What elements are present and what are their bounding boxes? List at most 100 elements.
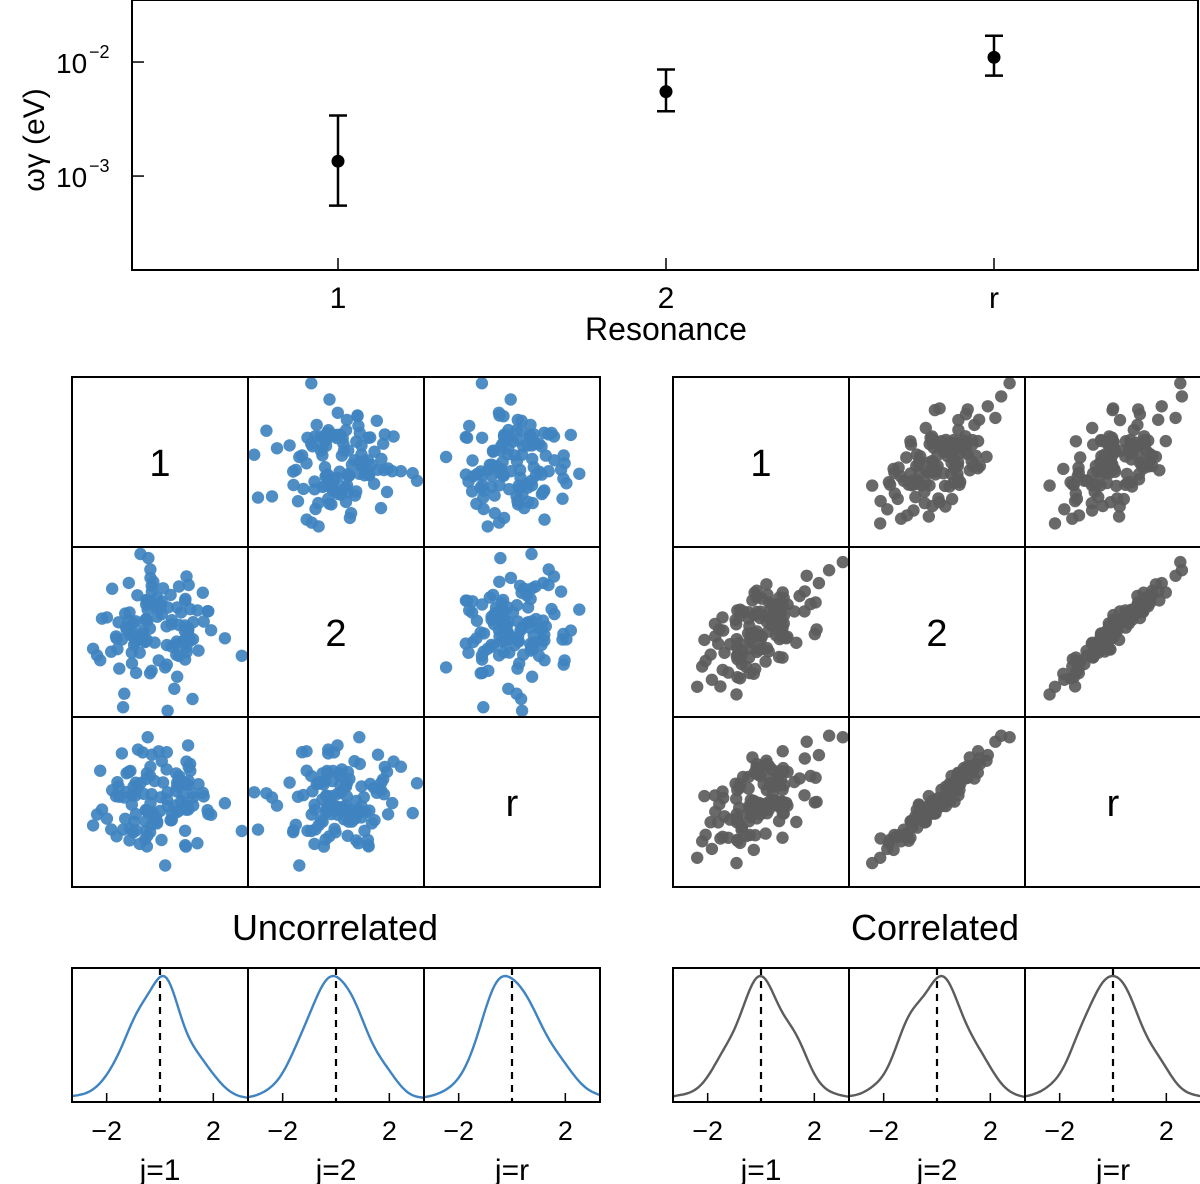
scatter-point xyxy=(348,755,361,768)
scatter-point xyxy=(175,606,188,619)
scatter-point xyxy=(171,776,184,789)
scatter-point xyxy=(503,483,516,496)
density-frame xyxy=(423,967,601,1103)
scatter-point xyxy=(798,789,811,802)
y-tick-label-base: 10 xyxy=(56,162,87,193)
scatter-point xyxy=(110,830,123,843)
correlated-scatter-matrix: 1 2 r xyxy=(672,376,1200,888)
scatter-point xyxy=(330,431,343,445)
scatter-point xyxy=(750,802,764,815)
x-tick-label: −2 xyxy=(1044,1116,1075,1146)
scatter-point xyxy=(495,635,508,648)
scatter-point xyxy=(140,633,154,647)
scatter-point xyxy=(270,442,284,455)
scatter-cell xyxy=(248,377,424,533)
scatter-point xyxy=(113,662,126,675)
x-tick-label: −2 xyxy=(267,1116,298,1146)
scatter-point xyxy=(181,739,195,752)
scatter-point xyxy=(283,776,296,789)
scatter-point xyxy=(483,458,496,472)
scatter-point xyxy=(493,462,506,475)
scatter-point xyxy=(500,625,514,638)
scatter-point xyxy=(116,701,130,714)
scatter-point xyxy=(100,812,114,825)
scatter-point xyxy=(966,438,979,451)
top-plot-frame xyxy=(131,0,1199,271)
scatter-point xyxy=(305,377,318,390)
scatter-point xyxy=(176,789,189,803)
scatter-point xyxy=(760,807,774,820)
x-tick-label: 2 xyxy=(658,282,675,315)
scatter-cell xyxy=(691,555,849,701)
scatter-point xyxy=(776,745,789,758)
x-tick-label: 1 xyxy=(330,282,347,315)
scatter-cell xyxy=(248,731,424,872)
scatter-point xyxy=(512,479,525,492)
scatter-point xyxy=(1058,503,1071,516)
scatter-point xyxy=(941,444,954,457)
scatter-point xyxy=(342,469,355,483)
scatter-point xyxy=(156,582,170,595)
scatter-point xyxy=(325,498,338,511)
scatter-point xyxy=(495,439,508,453)
scatter-point xyxy=(733,781,746,795)
scatter-point xyxy=(265,490,279,503)
scatter-point xyxy=(790,636,803,649)
scatter-point xyxy=(140,772,153,786)
scatter-point xyxy=(521,601,535,614)
scatter-point xyxy=(776,651,789,664)
scatter-point xyxy=(1086,421,1099,435)
density-curve xyxy=(848,974,1026,1099)
scatter-point xyxy=(139,613,152,626)
scatter-point xyxy=(730,688,743,701)
scatter-point xyxy=(358,824,371,837)
scatter-point xyxy=(339,780,353,793)
scatter-point xyxy=(170,767,183,780)
scatter-point xyxy=(197,790,210,803)
scatter-point xyxy=(127,626,140,639)
scatter-point xyxy=(770,779,783,793)
scatter-point xyxy=(370,414,383,427)
scatter-point xyxy=(750,625,764,638)
scatter-point xyxy=(1113,413,1127,427)
density-x-label: j=1 xyxy=(740,1154,782,1184)
x-tick-label: 2 xyxy=(983,1116,998,1146)
x-tick-label: 2 xyxy=(382,1116,397,1146)
scatter-point xyxy=(952,440,965,454)
scatter-point xyxy=(808,796,821,809)
scatter-point xyxy=(394,465,408,478)
scatter-point xyxy=(314,430,327,443)
scatter-point xyxy=(320,764,334,778)
scatter-point xyxy=(353,731,366,744)
scatter-point xyxy=(776,831,789,844)
scatter-point xyxy=(790,815,803,829)
scatter-point xyxy=(111,642,124,656)
scatter-point xyxy=(475,598,489,611)
scatter-point xyxy=(192,778,205,791)
scatter-point xyxy=(1106,627,1119,641)
scatter-point xyxy=(329,826,342,839)
scatter-point xyxy=(731,653,744,666)
scatter-point xyxy=(511,413,524,427)
scatter-point xyxy=(112,616,125,629)
scatter-point xyxy=(963,464,976,477)
scatter-point xyxy=(989,735,1002,748)
scatter-point xyxy=(235,649,248,662)
scatter-point xyxy=(705,673,719,686)
scatter-point xyxy=(1152,413,1165,426)
scatter-point xyxy=(504,393,517,406)
scatter-point xyxy=(1043,688,1056,701)
scatter-point xyxy=(152,745,165,758)
scatter-point xyxy=(192,644,205,657)
scatter-point xyxy=(180,777,193,790)
scatter-point xyxy=(573,467,586,480)
scatter-point xyxy=(323,393,336,406)
scatter-point xyxy=(380,485,394,499)
scatter-point xyxy=(494,551,507,565)
scatter-point xyxy=(1169,569,1182,582)
scatter-point xyxy=(161,704,174,717)
diagonal-label: r xyxy=(1107,783,1120,825)
scatter-cell xyxy=(1043,555,1189,701)
scatter-point xyxy=(1072,466,1086,479)
scatter-point xyxy=(475,377,489,390)
